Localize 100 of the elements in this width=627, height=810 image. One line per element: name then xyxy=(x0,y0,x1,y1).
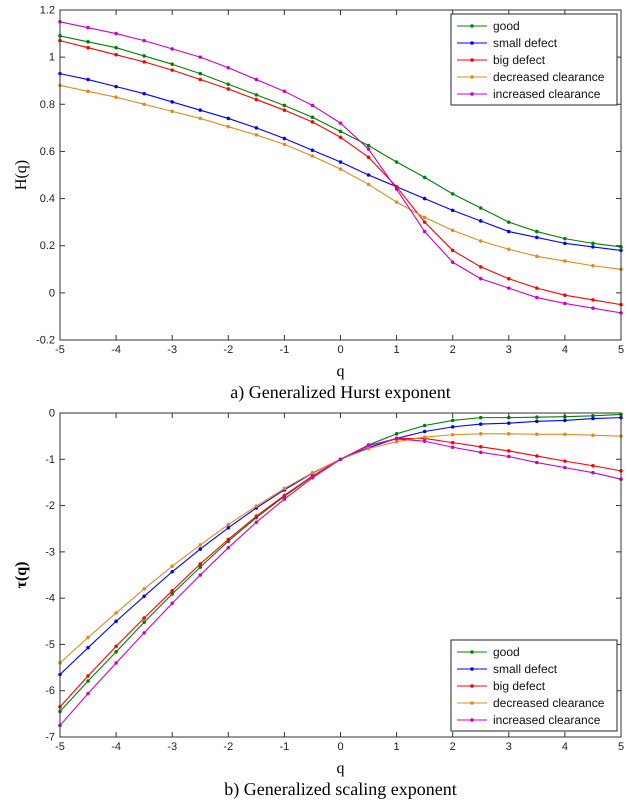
point xyxy=(535,415,539,419)
point xyxy=(535,236,539,240)
point xyxy=(450,440,454,444)
legend-label: big defect xyxy=(493,679,546,693)
y-tick-label: 0.2 xyxy=(40,240,55,252)
point xyxy=(170,592,174,596)
point xyxy=(535,296,539,300)
point xyxy=(394,432,398,436)
point xyxy=(198,55,202,59)
point xyxy=(535,286,539,290)
point xyxy=(563,293,567,297)
point xyxy=(507,220,511,224)
y-axis-title: H(q) xyxy=(13,160,30,190)
point xyxy=(282,108,286,112)
point xyxy=(535,432,539,436)
point xyxy=(114,661,118,665)
point xyxy=(282,90,286,94)
point xyxy=(170,564,174,568)
point xyxy=(338,130,342,134)
point xyxy=(507,247,511,252)
point xyxy=(198,108,202,112)
point xyxy=(142,620,146,624)
point xyxy=(535,230,539,234)
y-tick-label: -1 xyxy=(45,454,55,466)
point xyxy=(170,110,174,114)
point xyxy=(478,239,483,243)
point xyxy=(114,611,118,615)
point xyxy=(507,454,511,458)
legend-label: increased clearance xyxy=(493,87,601,101)
point xyxy=(450,248,454,252)
legend-label: decreased clearance xyxy=(493,696,605,710)
point xyxy=(170,601,174,606)
point xyxy=(507,421,511,425)
point xyxy=(591,264,595,268)
point xyxy=(591,298,595,302)
x-tick-label: -4 xyxy=(111,344,121,356)
x-tick-label: -3 xyxy=(167,344,178,356)
point xyxy=(450,208,454,212)
point xyxy=(535,420,539,424)
point xyxy=(170,588,174,593)
y-axis-title: τ(q) xyxy=(13,562,30,588)
point xyxy=(535,454,539,458)
point xyxy=(170,100,174,104)
x-tick-label: 4 xyxy=(562,740,568,753)
y-tick-label: -6 xyxy=(45,685,55,698)
point xyxy=(114,84,118,88)
point xyxy=(86,636,90,640)
point xyxy=(254,133,258,137)
point xyxy=(338,167,342,171)
point xyxy=(338,121,342,125)
point xyxy=(507,276,511,280)
y-tick-label: -7 xyxy=(45,732,55,744)
x-tick-label: 1 xyxy=(394,740,400,753)
point xyxy=(114,32,118,36)
point xyxy=(86,40,90,44)
point xyxy=(394,440,398,444)
point xyxy=(226,124,230,128)
point xyxy=(450,445,454,450)
y-tick-label: 0.6 xyxy=(40,146,55,158)
point xyxy=(198,78,202,82)
point xyxy=(507,449,511,453)
x-tick-label: 4 xyxy=(562,344,568,356)
y-tick-label: 1.2 xyxy=(40,4,55,17)
point xyxy=(478,432,483,436)
point xyxy=(142,594,146,598)
point xyxy=(422,196,426,200)
point xyxy=(450,418,454,422)
point xyxy=(478,445,483,449)
point xyxy=(254,78,258,82)
x-tick-label: 2 xyxy=(450,740,456,753)
point xyxy=(366,147,370,151)
point xyxy=(198,543,202,547)
point xyxy=(478,276,483,280)
point xyxy=(142,38,146,42)
point xyxy=(563,418,567,422)
point xyxy=(366,144,370,148)
point xyxy=(86,692,90,696)
point xyxy=(450,432,454,437)
point xyxy=(591,433,595,437)
y-tick-label: -4 xyxy=(45,592,55,605)
point xyxy=(563,459,567,463)
y-tick-label: 0 xyxy=(48,287,55,300)
point xyxy=(198,562,202,566)
y-tick-label: 0.8 xyxy=(40,98,55,111)
x-tick-label: 2 xyxy=(450,344,456,356)
point xyxy=(450,260,454,264)
point xyxy=(170,68,174,72)
point xyxy=(591,464,595,468)
legend-label: good xyxy=(493,19,520,33)
point xyxy=(563,302,567,306)
y-tick-label: 0 xyxy=(48,408,55,420)
point xyxy=(198,116,202,120)
point xyxy=(507,432,511,436)
point xyxy=(86,26,90,30)
x-tick-label: -2 xyxy=(223,740,234,753)
legend-label: small defect xyxy=(493,662,558,676)
x-tick-label: 3 xyxy=(506,740,512,753)
point xyxy=(450,425,454,429)
point xyxy=(310,154,314,158)
point xyxy=(535,460,539,464)
